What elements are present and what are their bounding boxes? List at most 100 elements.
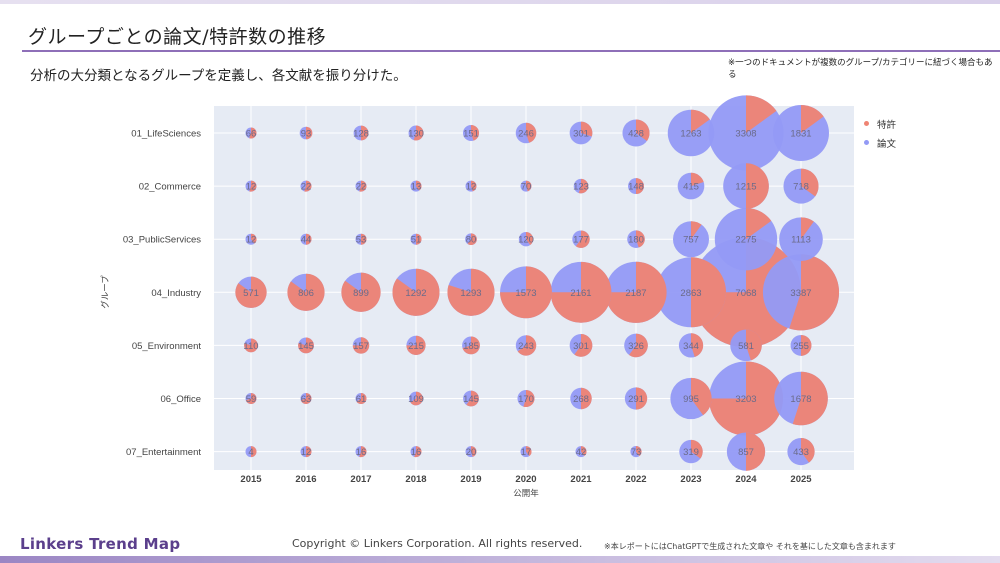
bubble[interactable]: 109 [408,391,424,406]
bubble-value: 581 [738,341,754,352]
bubble[interactable]: 268 [570,387,592,410]
x-tick-label: 2015 [240,474,262,485]
bubble[interactable]: 2187 [605,261,667,323]
bubble[interactable]: 1292 [392,268,440,316]
bubble[interactable]: 7068 [691,237,801,348]
bubble[interactable]: 2161 [550,261,612,323]
bubble-value: 80 [466,235,477,246]
bubble[interactable]: 73 [630,446,642,458]
bubble[interactable]: 13 [410,180,422,193]
bubble[interactable]: 1293 [447,268,495,316]
bubble-value: 1831 [790,129,811,140]
bubble[interactable]: 899 [341,272,381,312]
top-accent-bar [0,0,1000,4]
bubble[interactable]: 22 [355,180,367,193]
bubble[interactable]: 857 [726,432,766,471]
bubble[interactable]: 581 [730,329,762,362]
bubble[interactable]: 16 [355,446,367,458]
bubble[interactable]: 151 [462,124,480,142]
bubble[interactable]: 44 [300,233,312,246]
bubble[interactable]: 718 [783,168,819,204]
bubble[interactable]: 12 [245,233,257,246]
bubble[interactable]: 61 [355,393,367,405]
bubble-value: 44 [301,235,312,246]
bubble[interactable]: 70 [520,180,532,193]
bubble-value: 59 [246,394,257,405]
bubble-value: 22 [356,182,367,193]
bubble[interactable]: 59 [245,393,257,405]
bubble[interactable]: 301 [569,334,593,357]
bubble[interactable]: 243 [515,335,537,356]
bubble[interactable]: 433 [787,437,815,466]
bubble[interactable]: 344 [678,333,704,358]
bubble[interactable]: 255 [790,334,812,356]
bubble[interactable]: 157 [352,337,370,354]
bubble[interactable]: 1573 [500,266,552,319]
bubble[interactable]: 17 [520,446,532,458]
y-tick-label: 05_Environment [132,341,202,352]
bubble[interactable]: 1831 [773,105,829,161]
bubble[interactable]: 145 [463,390,479,407]
bubble-value: 268 [573,394,589,405]
bubble[interactable]: 123 [573,178,589,194]
bubble-value: 123 [573,182,589,193]
bubble[interactable]: 3203 [708,361,784,436]
bubble[interactable]: 3387 [762,254,840,331]
bubble[interactable]: 2275 [714,207,778,271]
bubble[interactable]: 12 [300,446,312,458]
bubble[interactable]: 1113 [779,217,823,262]
bubble[interactable]: 145 [298,337,314,354]
bubble[interactable]: 16 [410,446,422,458]
bubble[interactable]: 757 [673,221,709,258]
bubble[interactable]: 180 [627,230,645,248]
bubble[interactable]: 12 [245,180,257,193]
bubble[interactable]: 66 [245,127,257,140]
bubble-value: 110 [243,341,258,352]
bubble[interactable]: 170 [517,389,535,408]
bubble[interactable]: 53 [355,233,367,246]
bubble[interactable]: 93 [299,126,313,140]
bubble-value: 215 [408,341,424,352]
bubble[interactable]: 415 [677,172,705,200]
bubble[interactable]: 1215 [723,163,769,209]
bubble[interactable]: 246 [515,122,537,144]
bubble[interactable]: 148 [628,178,644,195]
bubble[interactable]: 1263 [667,109,715,157]
bubble-value: 995 [683,394,699,405]
x-tick-label: 2023 [680,474,701,485]
bubble[interactable]: 428 [622,119,650,147]
bubble[interactable]: 2863 [655,257,727,328]
bubble[interactable]: 571 [235,276,267,308]
chart-legend: 特許 論文 [864,114,896,152]
legend-item-paper[interactable]: 論文 [864,133,896,152]
bubble[interactable]: 326 [624,333,648,358]
bubble[interactable]: 185 [462,336,480,355]
bubble-value: 13 [411,182,422,193]
bubble[interactable]: 110 [243,338,259,353]
bubble[interactable]: 80 [465,233,477,246]
bubble-value: 1113 [791,235,811,246]
x-tick-label: 2018 [405,474,426,485]
bubble[interactable]: 177 [572,230,590,248]
bubble[interactable]: 995 [670,377,712,420]
bubble[interactable]: 301 [569,121,593,145]
bubble[interactable]: 130 [408,125,424,141]
bubble[interactable]: 63 [300,393,312,405]
legend-patent-dot-icon [864,121,869,126]
bubble[interactable]: 120 [518,232,534,247]
bubble[interactable]: 4 [245,446,257,458]
bubble[interactable]: 128 [353,125,369,141]
bubble[interactable]: 806 [287,273,325,311]
bubble[interactable]: 3308 [708,95,784,171]
bubble[interactable]: 319 [679,439,703,464]
bubble[interactable]: 51 [410,233,422,246]
bubble[interactable]: 215 [406,335,426,355]
bubble[interactable]: 291 [624,387,648,410]
legend-item-patent[interactable]: 特許 [864,114,896,133]
bubble[interactable]: 42 [575,446,587,458]
bubble-value: 326 [628,341,644,352]
bubble[interactable]: 12 [465,180,477,193]
bubble[interactable]: 1678 [774,371,828,426]
bubble[interactable]: 20 [465,446,477,458]
bubble[interactable]: 22 [300,180,312,193]
